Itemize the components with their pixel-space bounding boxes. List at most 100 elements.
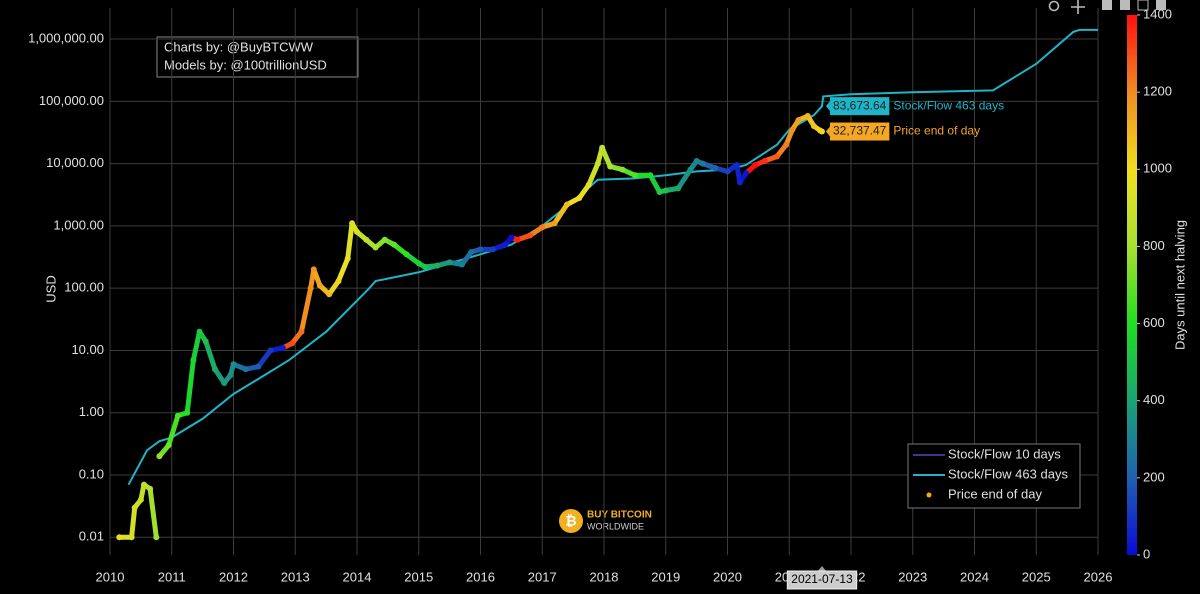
logo-icon [559, 509, 583, 533]
price-point [349, 220, 356, 227]
x-tick-label: 2016 [466, 569, 495, 584]
legend-swatch [926, 492, 932, 498]
price-point [804, 113, 811, 120]
price-point [699, 160, 706, 167]
price-point [736, 179, 743, 186]
price-point [279, 344, 286, 351]
price-point [576, 195, 583, 202]
price-segment [203, 338, 218, 372]
y-tick-label: 100.00 [64, 280, 104, 295]
x-tick-label: 2024 [960, 569, 989, 584]
price-point [156, 453, 163, 460]
price-point [599, 144, 606, 151]
hover-x-label: 2021-07-13 [791, 572, 853, 586]
price-point [675, 185, 682, 192]
annotation-box [156, 36, 359, 78]
price-point [789, 126, 796, 133]
price-point [752, 161, 759, 168]
price-point [131, 504, 138, 511]
logo-text: BUY BITCOIN [587, 510, 652, 521]
price-point [211, 366, 218, 373]
y-tick-label: 100,000.00 [39, 93, 104, 108]
price-point [712, 165, 719, 172]
price-point [326, 291, 333, 298]
price-point [391, 241, 398, 248]
y-axis-title: USD [43, 275, 58, 302]
price-point [137, 496, 144, 503]
price-segment [166, 413, 181, 448]
x-tick-label: 2018 [590, 569, 619, 584]
price-segment [147, 486, 159, 540]
price-point [174, 412, 181, 419]
zoom-in-icon[interactable] [1102, 0, 1112, 10]
y-tick-label: 10,000.00 [46, 155, 104, 170]
price-segment [184, 357, 196, 416]
legend-label: Stock/Flow 463 days [948, 466, 1068, 481]
x-tick-label: 2011 [158, 569, 186, 584]
colorbar-tick-label: 400 [1143, 392, 1165, 407]
price-segment [675, 167, 693, 191]
zoom-out-icon[interactable] [1120, 0, 1130, 10]
x-tick-label: 2025 [1022, 569, 1051, 584]
x-tick-label: 2017 [528, 569, 557, 584]
zoom-icon[interactable] [1048, 0, 1060, 12]
price-point [363, 236, 370, 243]
price-point [190, 357, 197, 364]
price-segment [552, 202, 570, 226]
hover-value: 32,737.47 [833, 124, 887, 138]
price-point [502, 241, 509, 248]
colorbar-tick-label: 800 [1143, 238, 1165, 253]
price-point [656, 189, 663, 196]
price-point [415, 260, 422, 267]
price-point [310, 266, 317, 273]
hover-name: Price end of day [893, 124, 980, 138]
hover-box [829, 97, 890, 116]
x-tick-label: 2012 [219, 569, 248, 584]
x-tick-label: 2026 [1084, 569, 1113, 584]
price-point [298, 328, 305, 335]
price-point [693, 158, 700, 165]
colorbar-tick-label: 1400 [1143, 6, 1172, 21]
price-point [662, 187, 669, 194]
overlay: 2010 2011 2012 2013 2014 2015 2016 2017 2018 2019… [28, 6, 1187, 590]
toolbar [1048, 0, 1166, 14]
hover-value: 83,673.64 [833, 98, 887, 112]
price-point [795, 117, 802, 124]
price-point [743, 170, 750, 177]
price-point [607, 163, 614, 170]
price-segment [255, 347, 274, 370]
price-point [733, 161, 740, 168]
price-point [344, 255, 351, 262]
pan-icon[interactable] [1071, 0, 1085, 14]
legend-label: Stock/Flow 10 days [948, 446, 1061, 461]
price-point [619, 166, 626, 173]
reset-icon[interactable] [1156, 0, 1166, 10]
price-segment [335, 255, 351, 284]
price-segment [190, 329, 203, 363]
price-point [165, 442, 172, 449]
hover-pointer [825, 126, 830, 137]
price-point [514, 236, 521, 243]
price-point [335, 278, 342, 285]
price-point [647, 172, 654, 179]
x-tick-label: 2020 [713, 569, 742, 584]
y-tick-label: 1.00 [79, 404, 104, 419]
price-point [227, 372, 234, 379]
y-tick-label: 0.01 [79, 529, 104, 544]
price-point [255, 363, 262, 370]
price-point [477, 246, 484, 253]
price-point [242, 366, 249, 373]
price-point [421, 263, 428, 270]
price-point [316, 282, 323, 289]
price-point [202, 338, 209, 345]
price-point [810, 123, 817, 130]
y-tick-label: 1,000.00 [53, 217, 104, 232]
price-point [230, 361, 237, 368]
colorbar [1127, 15, 1137, 555]
x-tick-label: 2015 [404, 569, 433, 584]
price-point [147, 485, 154, 492]
annotation: Charts by: @BuyBTCWW [164, 39, 314, 54]
plot-area [116, 28, 1098, 541]
logo-glyph: ₿ [565, 513, 576, 529]
autoscale-icon[interactable] [1137, 0, 1149, 11]
